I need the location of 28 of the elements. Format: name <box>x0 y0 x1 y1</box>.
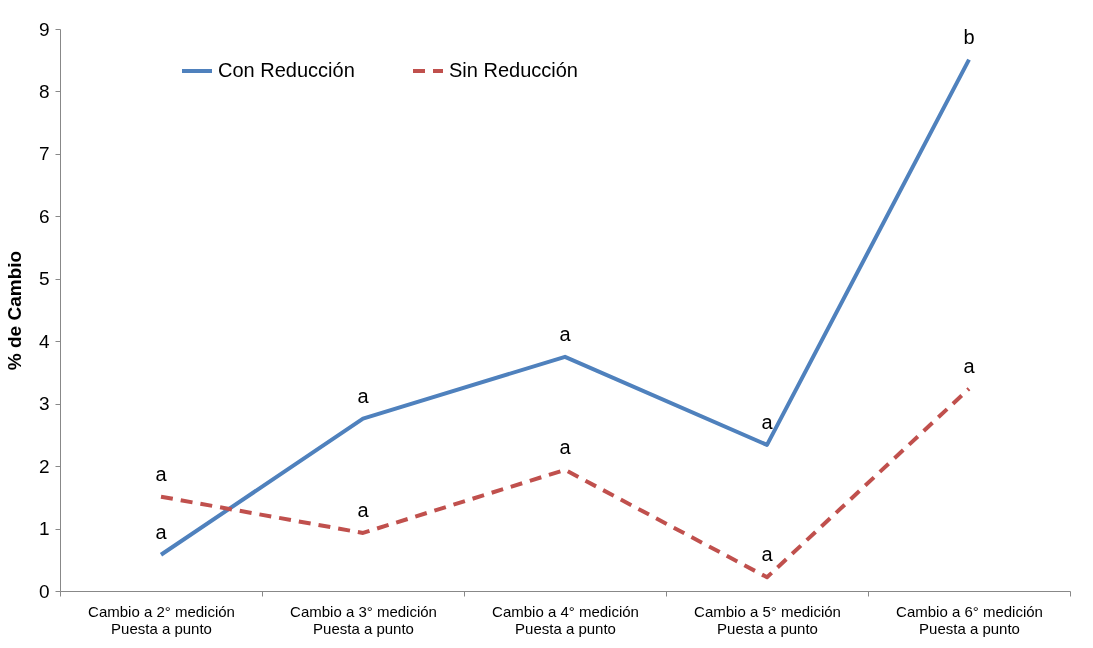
annotation: a <box>559 435 572 458</box>
y-tick-label: 0 <box>38 580 50 602</box>
annotation: a <box>559 322 572 345</box>
annotation: a <box>761 543 774 566</box>
annotation: a <box>357 498 370 521</box>
annotation: a <box>357 384 370 407</box>
y-tick-label: 9 <box>38 18 50 40</box>
legend-label: Con Reducción <box>218 59 355 81</box>
x-tick-label: Cambio a 2° medición Puesta a punto <box>88 602 235 637</box>
annotation: a <box>155 520 168 543</box>
y-tick-label: 1 <box>38 518 50 540</box>
y-tick-label: 2 <box>38 455 50 477</box>
annotation: a <box>155 462 168 485</box>
y-tick-label: 6 <box>38 205 50 227</box>
y-tick-label: 3 <box>38 393 50 415</box>
x-tick-label: Cambio a 5° medición Puesta a punto <box>694 602 841 637</box>
y-tick-label: 4 <box>38 330 50 352</box>
y-axis-title: % de Cambio <box>3 250 25 371</box>
y-tick-label: 5 <box>38 268 50 290</box>
legend-label: Sin Reducción <box>449 59 578 81</box>
x-tick-label: Cambio a 6° medición Puesta a punto <box>896 602 1043 637</box>
annotation: b <box>963 25 975 48</box>
annotation: a <box>761 410 774 433</box>
x-tick-label: Cambio a 4° medición Puesta a punto <box>492 602 639 637</box>
annotation: a <box>963 354 976 377</box>
y-tick-label: 8 <box>38 80 50 102</box>
y-tick-label: 7 <box>38 143 50 165</box>
x-tick-label: Cambio a 3° medición Puesta a punto <box>290 602 437 637</box>
